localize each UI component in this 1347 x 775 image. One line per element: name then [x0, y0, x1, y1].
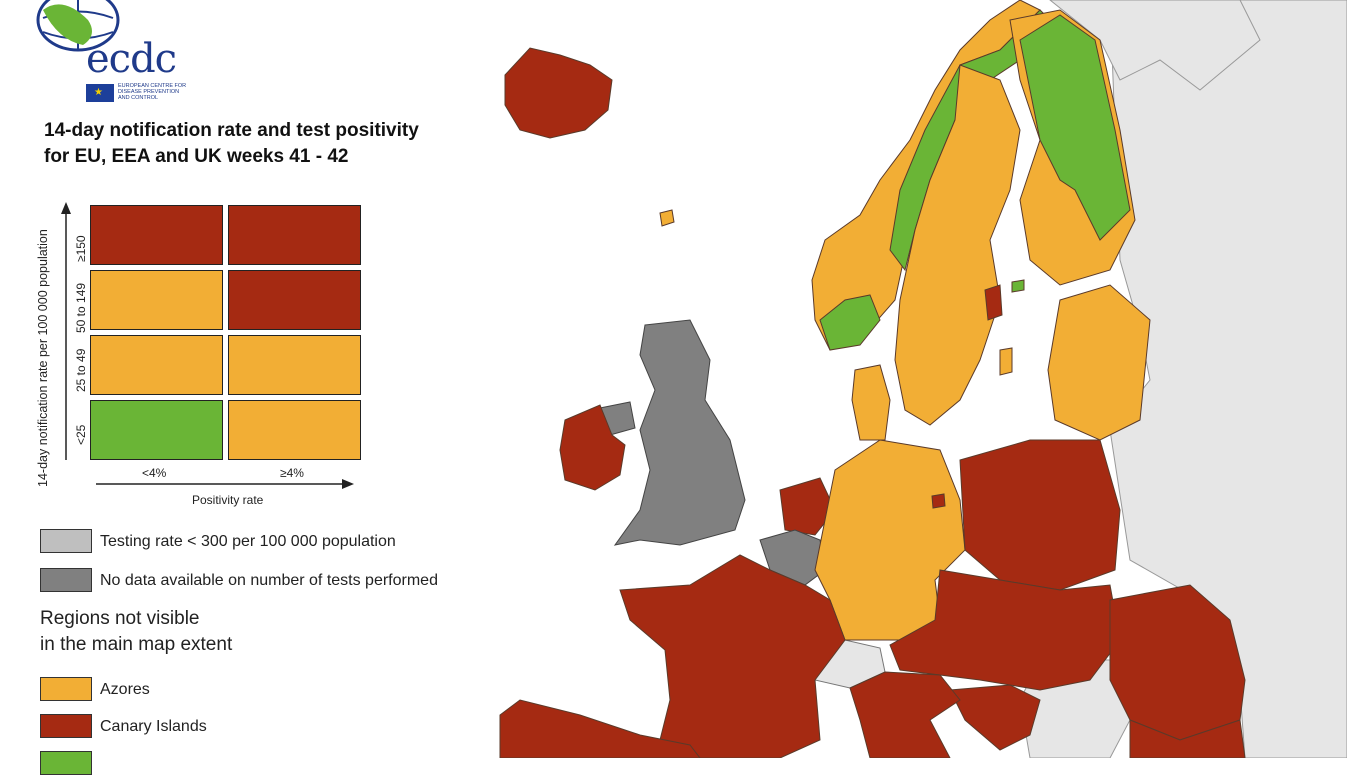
logo-subtitle: EUROPEAN CENTRE FOR DISEASE PREVENTION A…	[118, 83, 187, 101]
united-kingdom	[613, 319, 746, 546]
denmark	[851, 364, 891, 441]
poland	[959, 439, 1121, 591]
cell-r1-c1	[228, 270, 361, 330]
regions-title-line-2: in the main map extent	[40, 634, 233, 655]
legend-label-lightgrey: Testing rate < 300 per 100 000 populatio…	[100, 533, 396, 550]
berlin	[931, 493, 946, 509]
row-label-2: 25 to 49	[74, 348, 88, 392]
cell-r2-c1	[228, 335, 361, 395]
faroe-islands	[659, 209, 675, 227]
sweden	[894, 64, 1021, 426]
cell-r3-c0	[90, 400, 223, 460]
bornholm	[999, 347, 1013, 376]
spain	[499, 699, 701, 758]
italy	[849, 671, 961, 758]
non-eu-land-east	[1080, 0, 1347, 758]
cell-r0-c1	[228, 205, 361, 265]
region-swatch-3	[40, 751, 92, 775]
sweden-gotland	[984, 284, 1003, 321]
globe-icon	[36, 0, 120, 52]
row-label-1: 50 to 149	[74, 282, 88, 333]
cell-r0-c0	[90, 205, 223, 265]
legend-label-darkgrey: No data available on number of tests per…	[100, 572, 438, 589]
finland-green	[1019, 14, 1131, 241]
legend-swatch-darkgrey	[40, 568, 92, 592]
aland	[1011, 279, 1025, 293]
ecdc-logo: ecdc ★ EUROPEAN CENTRE FOR DISEASE PREVE…	[28, 0, 186, 108]
row-label-3: <25	[74, 424, 88, 445]
logo-wordmark: ecdc	[86, 36, 177, 82]
non-eu-russia-north	[1049, 0, 1261, 91]
cell-r1-c0	[90, 270, 223, 330]
bulgaria	[1129, 719, 1246, 758]
x-axis-label: Positivity rate	[192, 493, 264, 507]
europe-map	[499, 0, 1347, 758]
region-label-canary: Canary Islands	[100, 718, 207, 735]
eu-flag-icon: ★	[86, 84, 114, 102]
central-europe	[889, 569, 1121, 691]
col-label-0: <4%	[142, 466, 167, 480]
title-line-2: for EU, EEA and UK weeks 41 - 42	[44, 146, 349, 167]
norway-green-south	[819, 294, 881, 351]
cell-r3-c1	[228, 400, 361, 460]
title-line-1: 14-day notification rate and test positi…	[44, 120, 419, 141]
row-label-0: ≥150	[74, 235, 88, 262]
regions-not-visible-title: Regions not visible in the main map exte…	[40, 606, 232, 658]
ireland	[559, 404, 626, 491]
france	[619, 554, 846, 758]
region-swatch-canary	[40, 714, 92, 738]
cell-r2-c0	[90, 335, 223, 395]
matrix-axes	[61, 202, 354, 489]
y-axis-label: 14-day notification rate per 100 000 pop…	[36, 229, 50, 487]
baltics	[1047, 284, 1151, 441]
map-title: 14-day notification rate and test positi…	[44, 118, 514, 170]
col-label-1: ≥4%	[280, 466, 304, 480]
region-label-azores: Azores	[100, 681, 150, 698]
legend-swatch-lightgrey	[40, 529, 92, 553]
regions-title-line-1: Regions not visible	[40, 608, 200, 629]
region-swatch-azores	[40, 677, 92, 701]
iceland	[504, 47, 613, 139]
croatia	[949, 684, 1041, 751]
